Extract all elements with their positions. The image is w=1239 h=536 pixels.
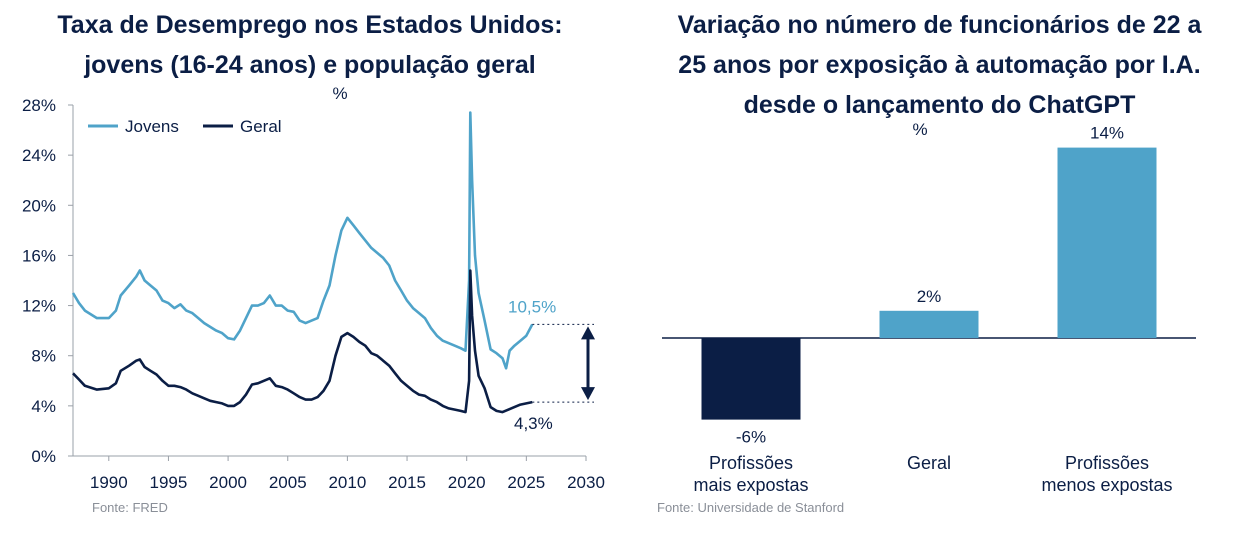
y-tick-label: 16% xyxy=(22,246,56,265)
legend-label-jovens: Jovens xyxy=(125,117,179,136)
left-title-line-2: jovens (16-24 anos) e população geral xyxy=(84,51,536,79)
y-tick-label: 12% xyxy=(22,297,56,316)
y-tick-label: 24% xyxy=(22,146,56,165)
y-tick-label: 20% xyxy=(22,196,56,215)
right-title-line-2: 25 anos por exposição à automação por I.… xyxy=(678,51,1201,79)
bar-0 xyxy=(701,338,801,420)
end-label-geral: 4,3% xyxy=(514,414,553,433)
x-tick-label: 2000 xyxy=(209,473,247,492)
right-chart-title: Variação no número de funcionários de 22… xyxy=(640,5,1239,125)
y-tick-label: 4% xyxy=(31,397,56,416)
right-chart-source: Fonte: Universidade de Stanford xyxy=(657,500,845,515)
category-label: Profissões xyxy=(1065,453,1149,473)
x-tick-label: 1995 xyxy=(150,473,188,492)
end-label-jovens: 10,5% xyxy=(508,297,556,316)
bar-value-label: 14% xyxy=(1090,124,1124,143)
category-label: mais expostas xyxy=(693,475,808,495)
bar-1 xyxy=(879,310,979,338)
x-tick-label: 2010 xyxy=(328,473,366,492)
gap-arrow-head-down xyxy=(581,387,595,401)
x-tick-label: 2015 xyxy=(388,473,426,492)
x-tick-label: 2005 xyxy=(269,473,307,492)
right-title-line-3: desde o lançamento do ChatGPT xyxy=(743,91,1136,119)
bar-value-label: 2% xyxy=(917,287,942,306)
category-label: menos expostas xyxy=(1041,475,1172,495)
left-title-line-1: Taxa de Desemprego nos Estados Unidos: xyxy=(57,11,563,39)
category-label: Profissões xyxy=(709,453,793,473)
legend-label-geral: Geral xyxy=(240,117,282,136)
x-tick-label: 2020 xyxy=(448,473,486,492)
y-tick-label: 28% xyxy=(22,96,56,115)
unemployment-line-chart: 0% 4% 8% 12% 16% 20% 24% 28% 1990 1995 2000 2005 201… xyxy=(22,96,605,492)
bar-value-label: -6% xyxy=(736,428,766,447)
series-line-jovens xyxy=(71,111,534,370)
category-label: Geral xyxy=(907,453,951,473)
gap-arrow-head-up xyxy=(581,326,595,340)
left-chart-title: Taxa de Desemprego nos Estados Unidos: j… xyxy=(0,5,620,85)
bar-2 xyxy=(1057,147,1157,338)
left-chart-panel: Taxa de Desemprego nos Estados Unidos: j… xyxy=(0,5,620,515)
y-tick-label: 8% xyxy=(31,347,56,366)
left-chart-unit: % xyxy=(332,84,348,103)
right-title-line-1: Variação no número de funcionários de 22… xyxy=(677,11,1202,39)
right-chart-panel: Variação no número de funcionários de 22… xyxy=(640,0,1239,536)
x-tick-label: 2025 xyxy=(507,473,545,492)
series-line-geral xyxy=(72,269,533,414)
x-tick-label: 1990 xyxy=(90,473,128,492)
y-tick-label: 0% xyxy=(31,447,56,466)
left-chart-source: Fonte: FRED xyxy=(92,500,168,515)
right-chart-unit: % xyxy=(912,120,928,139)
x-tick-label: 2030 xyxy=(567,473,605,492)
